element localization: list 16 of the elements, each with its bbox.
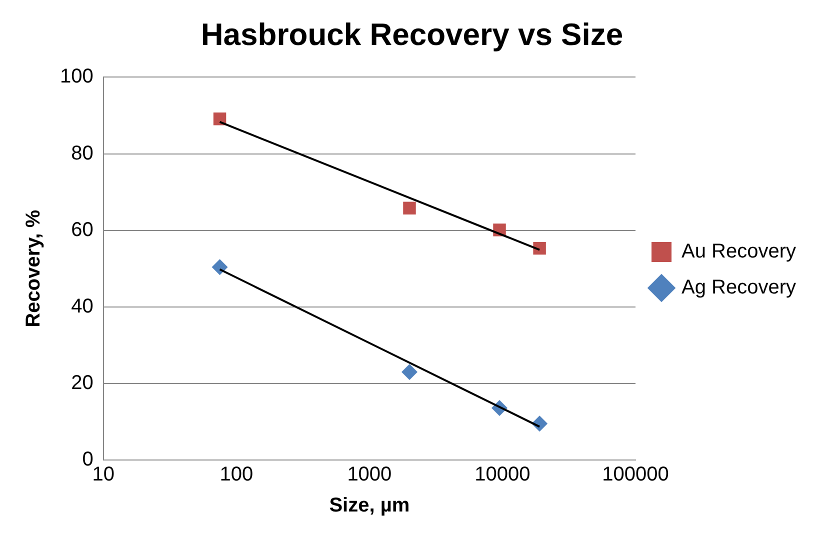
y-tick-label: 80 (71, 142, 94, 164)
x-tick-label: 10 (92, 464, 114, 486)
chart-title: Hasbrouck Recovery vs Size (200, 17, 624, 52)
x-axis-title: Size, µm (329, 494, 410, 517)
x-tick-label: 100000 (602, 464, 669, 486)
y-tick-label: 60 (71, 218, 94, 241)
x-tick-label: 1000 (347, 464, 392, 486)
y-tick-label: 20 (71, 372, 94, 394)
x-tick-label: 10000 (474, 464, 530, 486)
y-tick-label: 40 (71, 295, 94, 318)
legend-label: Ag Recovery (682, 276, 796, 299)
x-tick-label: 100 (220, 464, 254, 486)
y-axis-title: Recovery, % (22, 210, 45, 328)
y-tick-label: 100 (60, 66, 94, 88)
y-tick-label: 0 (82, 448, 94, 471)
legend-label: Au Recovery (682, 240, 796, 263)
